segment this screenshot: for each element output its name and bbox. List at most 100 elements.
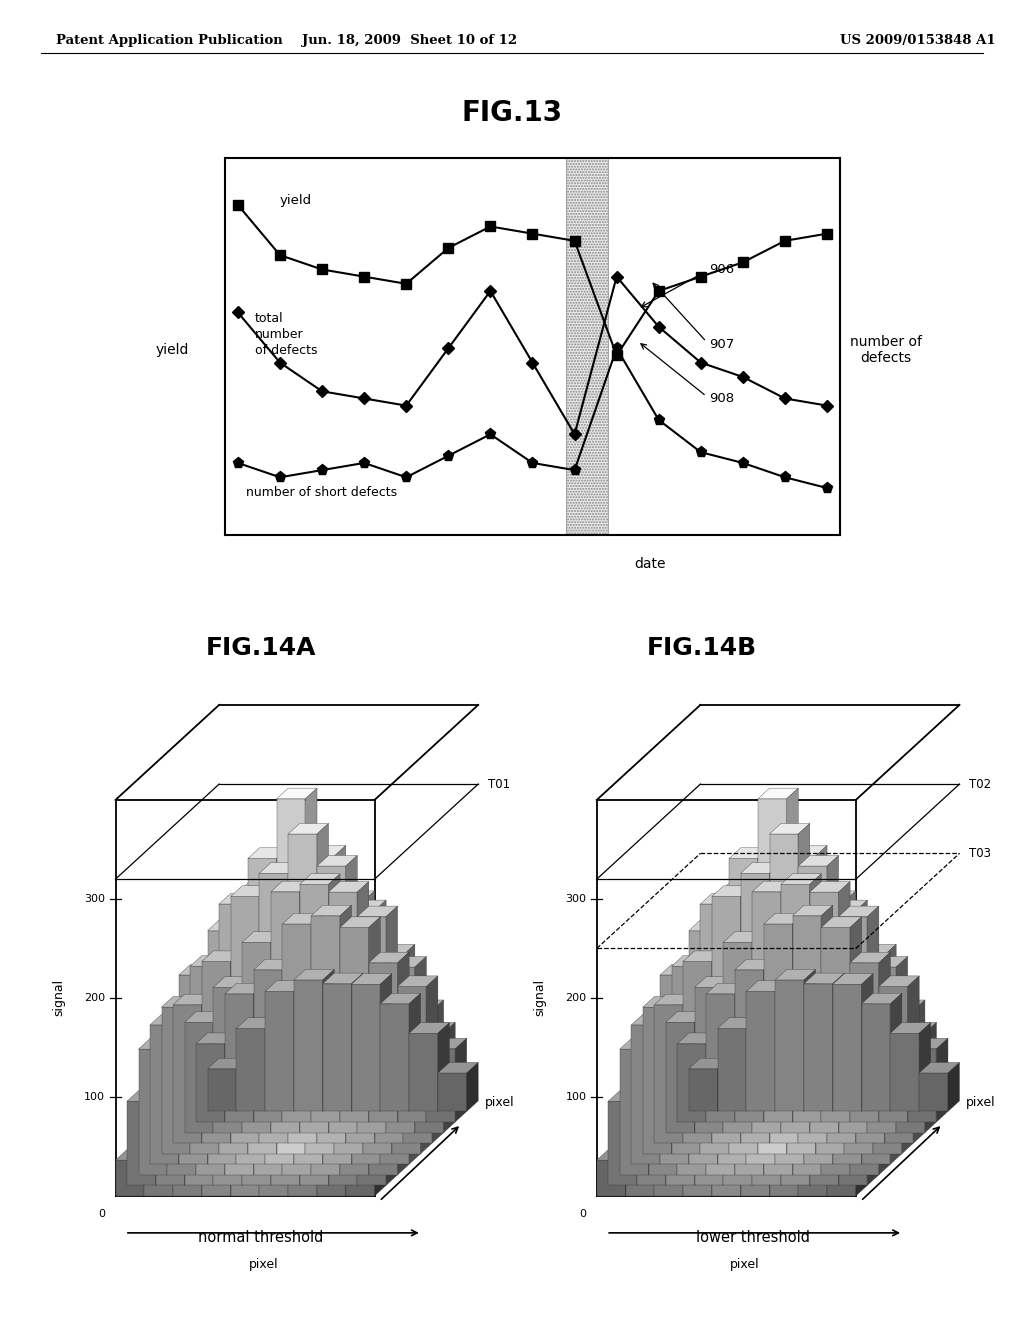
Text: date: date: [635, 557, 666, 572]
Polygon shape: [648, 1018, 689, 1028]
Polygon shape: [781, 997, 793, 1185]
Polygon shape: [265, 851, 305, 862]
Polygon shape: [283, 928, 323, 939]
Polygon shape: [643, 1007, 672, 1154]
Polygon shape: [885, 944, 896, 1143]
Polygon shape: [683, 1047, 723, 1057]
Polygon shape: [902, 1006, 913, 1154]
Polygon shape: [369, 952, 410, 962]
Polygon shape: [786, 846, 827, 857]
Polygon shape: [920, 1063, 959, 1073]
Polygon shape: [891, 993, 902, 1111]
Polygon shape: [283, 925, 294, 1175]
Polygon shape: [173, 1093, 184, 1196]
Polygon shape: [845, 954, 885, 965]
Polygon shape: [654, 1074, 694, 1085]
Polygon shape: [410, 1023, 450, 1034]
Polygon shape: [288, 1052, 300, 1196]
Polygon shape: [827, 855, 839, 1143]
Polygon shape: [839, 882, 850, 1133]
Polygon shape: [213, 1006, 225, 1185]
Polygon shape: [821, 949, 833, 1175]
Polygon shape: [758, 799, 786, 1154]
Polygon shape: [271, 995, 283, 1185]
Polygon shape: [179, 975, 208, 1164]
Polygon shape: [626, 1150, 637, 1196]
Polygon shape: [294, 979, 323, 1111]
Polygon shape: [654, 1093, 666, 1196]
Polygon shape: [735, 960, 775, 970]
Polygon shape: [151, 1014, 190, 1024]
Polygon shape: [810, 1003, 821, 1185]
Polygon shape: [259, 863, 300, 874]
Polygon shape: [242, 994, 254, 1185]
Polygon shape: [786, 857, 815, 1154]
Polygon shape: [369, 917, 380, 1122]
Text: lower threshold: lower threshold: [695, 1230, 810, 1245]
Polygon shape: [323, 878, 334, 1164]
Text: signal: signal: [534, 979, 547, 1016]
Polygon shape: [804, 969, 815, 1111]
Polygon shape: [375, 1144, 386, 1196]
Polygon shape: [885, 1011, 913, 1143]
Polygon shape: [937, 1039, 948, 1122]
Polygon shape: [421, 1006, 432, 1154]
Polygon shape: [317, 1114, 357, 1125]
Polygon shape: [380, 1011, 421, 1022]
Text: FIG.14B: FIG.14B: [646, 636, 757, 660]
Polygon shape: [632, 1024, 660, 1164]
Polygon shape: [700, 904, 729, 1154]
Polygon shape: [190, 997, 202, 1154]
Polygon shape: [259, 1032, 271, 1196]
Polygon shape: [144, 1150, 156, 1196]
Polygon shape: [208, 965, 219, 1164]
Polygon shape: [357, 882, 369, 1133]
Polygon shape: [707, 1034, 718, 1122]
Polygon shape: [283, 913, 323, 924]
Polygon shape: [723, 977, 735, 1133]
Polygon shape: [827, 1114, 839, 1196]
Polygon shape: [167, 1028, 197, 1175]
Polygon shape: [167, 1039, 179, 1175]
Polygon shape: [873, 954, 885, 1154]
Polygon shape: [689, 920, 729, 931]
Polygon shape: [626, 1104, 654, 1196]
Polygon shape: [190, 966, 219, 1154]
Text: 907: 907: [653, 284, 734, 351]
Polygon shape: [793, 913, 804, 1122]
Polygon shape: [213, 987, 242, 1133]
Polygon shape: [403, 1001, 443, 1011]
Polygon shape: [718, 1018, 758, 1028]
Polygon shape: [729, 894, 740, 1154]
Polygon shape: [271, 882, 311, 892]
Polygon shape: [156, 1055, 184, 1185]
Polygon shape: [300, 1003, 340, 1014]
Polygon shape: [271, 997, 311, 1007]
Polygon shape: [735, 983, 746, 1122]
Polygon shape: [230, 950, 242, 1143]
Polygon shape: [637, 1055, 666, 1185]
Polygon shape: [879, 975, 920, 986]
Polygon shape: [781, 1003, 821, 1014]
Polygon shape: [723, 942, 753, 1133]
Polygon shape: [821, 1026, 850, 1175]
Polygon shape: [294, 888, 323, 1164]
Polygon shape: [896, 1023, 937, 1034]
Polygon shape: [197, 1018, 208, 1175]
Polygon shape: [781, 882, 793, 1133]
Polygon shape: [707, 983, 746, 994]
Polygon shape: [323, 969, 334, 1111]
Polygon shape: [265, 883, 276, 1164]
Polygon shape: [845, 965, 873, 1154]
Polygon shape: [804, 931, 833, 1164]
Polygon shape: [438, 1073, 467, 1111]
Text: 908: 908: [641, 343, 734, 405]
Polygon shape: [764, 913, 804, 924]
Polygon shape: [311, 906, 351, 916]
Polygon shape: [403, 1011, 432, 1143]
Polygon shape: [707, 958, 718, 1175]
Polygon shape: [793, 928, 804, 1175]
Polygon shape: [334, 891, 375, 902]
Polygon shape: [271, 1007, 300, 1185]
Polygon shape: [660, 965, 700, 975]
